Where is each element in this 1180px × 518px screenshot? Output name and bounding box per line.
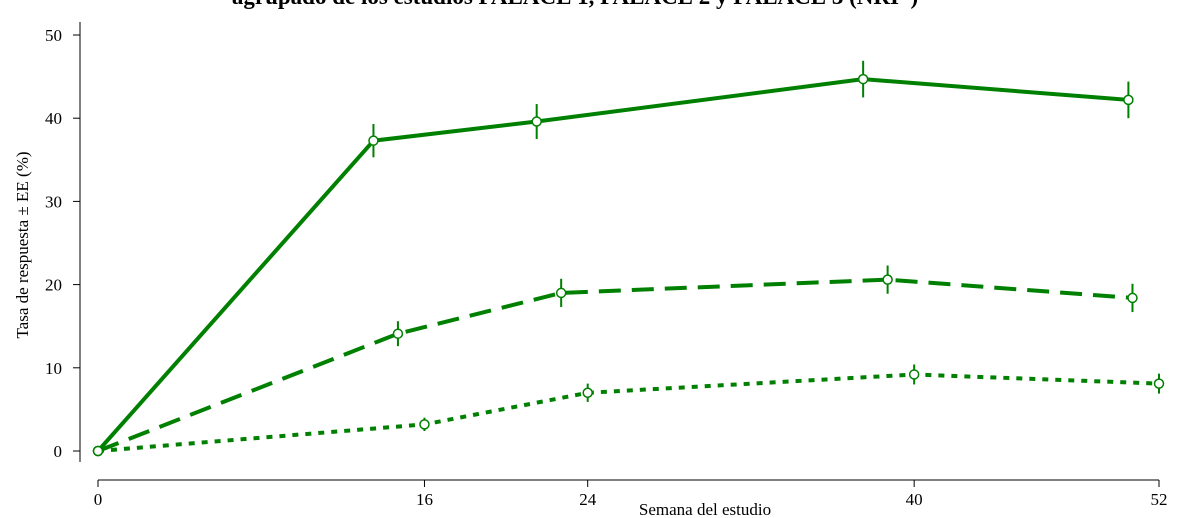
data-point xyxy=(392,328,404,339)
data-point xyxy=(857,73,869,85)
series-line-dotted xyxy=(97,372,1160,453)
ticks: 0 10 20 30 40 50 0 16 24 40 52 xyxy=(45,26,1168,509)
y-tick-label: 0 xyxy=(54,442,63,461)
data-point xyxy=(1123,94,1134,106)
data-point xyxy=(419,419,430,430)
x-tick-label: 24 xyxy=(579,490,597,509)
series-line-dashed xyxy=(97,277,1133,453)
data-point xyxy=(92,445,104,457)
y-tick-label: 30 xyxy=(45,192,62,211)
x-tick-label: 0 xyxy=(94,490,103,509)
axes xyxy=(79,22,1159,481)
x-axis-label: Semana del estudio xyxy=(639,500,771,518)
x-tick-label: 16 xyxy=(416,490,433,509)
chart-title: agrupado de los estudios PALACE 1, PALAC… xyxy=(232,0,918,9)
series-line-solid xyxy=(96,77,1129,453)
data-point xyxy=(368,135,379,146)
data-point xyxy=(1153,378,1165,389)
data-point xyxy=(1127,292,1138,304)
y-tick-label: 20 xyxy=(45,276,62,295)
x-tick-label: 52 xyxy=(1151,490,1168,509)
data-point xyxy=(531,116,542,127)
data-point xyxy=(882,274,893,285)
data-point xyxy=(555,287,567,299)
y-tick-label: 40 xyxy=(45,109,62,128)
data-point xyxy=(582,387,593,399)
data-point xyxy=(908,369,920,380)
y-tick-label: 50 xyxy=(45,26,62,45)
series-group xyxy=(92,60,1165,457)
y-tick-label: 10 xyxy=(45,359,62,378)
y-axis-label: Tasa de respuesta ± EE (%) xyxy=(13,151,32,338)
x-tick-label: 40 xyxy=(906,490,923,509)
